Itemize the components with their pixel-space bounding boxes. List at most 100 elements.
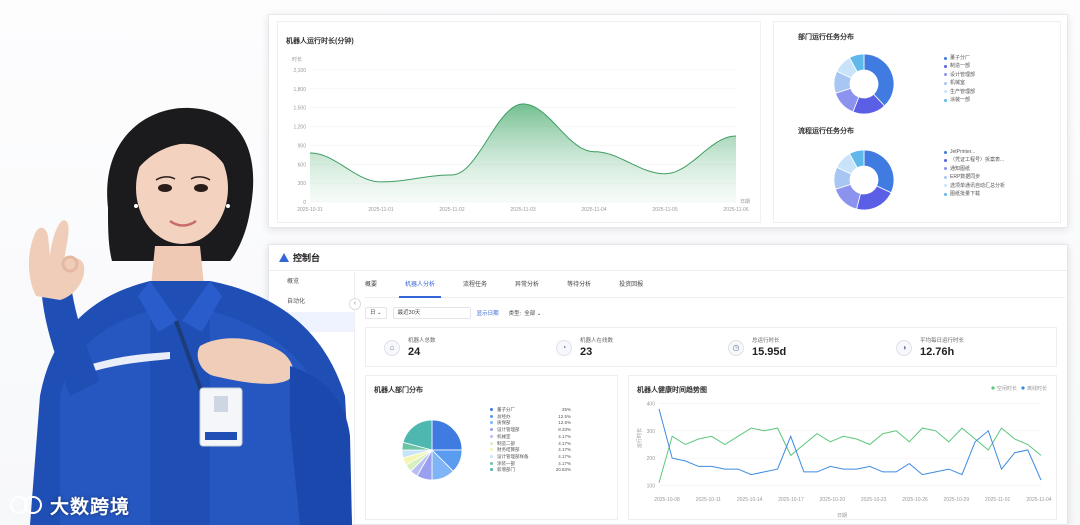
trend-x-tick: 2025-10-14 — [737, 497, 763, 503]
trend-x-unit: 日期 — [837, 513, 847, 519]
dept-pie-slice — [431, 419, 463, 451]
runtime-chart-title: 机器人运行时长(分钟) — [286, 38, 354, 45]
flow-legend-item: （凭证工程号）拆案表... — [944, 156, 1005, 164]
trend-x-tick: 2025-11-04 — [1026, 497, 1051, 503]
flow-legend-item: 选项单通讯自动汇总分析 — [944, 182, 1005, 190]
runtime-x-tick: 2025-11-05 — [652, 207, 677, 213]
show-date-link[interactable]: 显示日期 — [476, 311, 499, 317]
trend-x-tick: 2025-10-08 — [654, 497, 680, 503]
dept-legend-item: 制造一部 — [944, 62, 975, 70]
dept-dist-title: 部门运行任务分布 — [798, 34, 854, 41]
type-select[interactable]: 全部 ⌄ — [524, 311, 542, 317]
flow-donut-slice — [863, 149, 895, 194]
runtime-y-tick: 900 — [298, 143, 307, 149]
tab-exception-analysis[interactable]: 异常分析 — [515, 281, 540, 288]
dept-pie-row: 涂装一部 4.17% — [490, 461, 571, 468]
tab-robot-analysis[interactable]: 机器人分析 — [399, 272, 442, 298]
tab-summary[interactable]: 概要 — [365, 281, 378, 288]
dept-legend: 董子分厂 制造一部 设计管理部 机械室 生产管理部 涂装一部 — [944, 54, 975, 104]
runtime-x-tick: 2025-11-02 — [439, 207, 464, 213]
runtime-x-tick: 2025-11-01 — [368, 207, 393, 213]
trend-legend-label: 离线时长 — [1027, 385, 1047, 392]
sidebar-item-automation[interactable]: 自动化 — [287, 299, 306, 305]
runtime-area — [310, 103, 736, 202]
trend-x-tick: 2025-10-20 — [820, 497, 846, 503]
runtime-y-tick: 0 — [303, 200, 306, 206]
watermark-logo-icon — [10, 496, 42, 514]
dept-pie-row: 董子分厂 25% — [490, 407, 571, 414]
clock-icon: ◷ — [728, 340, 744, 356]
dept-donut-slice — [863, 53, 895, 107]
flow-legend: JetPrinter... （凭证工程号）拆案表... 通知图纸 ERP数据同步… — [944, 148, 1005, 198]
dept-legend-item: 生产管理部 — [944, 88, 975, 96]
trend-legend-dot — [991, 386, 995, 390]
timer-icon: ◑ — [896, 340, 912, 356]
unit-select[interactable]: 日 ⌄ — [365, 307, 387, 319]
trend-y-tick: 100 — [647, 484, 656, 490]
dept-pie-title: 机器人部门分布 — [374, 387, 423, 394]
runtime-area-chart: 时长 日期 2,1001,8001,5001,20090060030002025… — [292, 56, 750, 213]
runtime-x-tick: 2025-11-06 — [723, 207, 748, 213]
health-line-chart: 日期 运行时长 400 300 200 100 2025-10-08 2025-10-11… — [636, 385, 1052, 519]
dept-legend-item: 董子分厂 — [944, 54, 975, 62]
top-analytics-panel: 机器人运行时长(分钟) 时长 日期 2,100 1,800 1,500 1,200 90… — [268, 14, 1068, 228]
runtime-y-tick: 2,100 — [293, 68, 306, 74]
flow-legend-item: ERP数据同步 — [944, 173, 1005, 181]
trend-x-tick: 2025-10-29 — [944, 497, 970, 503]
filter-bar: 日 ⌄ 最近30天 显示日期 类型: 全部 ⌄ — [365, 306, 541, 320]
dashboard-title: 控制台 — [293, 253, 321, 263]
dashboard-header: 控制台 — [269, 245, 1067, 271]
trend-y-tick: 300 — [647, 429, 656, 435]
runtime-y-tick: 600 — [298, 162, 307, 168]
trend-x-tick: 2025-11-01 — [985, 497, 1010, 503]
trend-x-tick: 2025-10-17 — [778, 497, 804, 503]
dept-pie-table: 董子分厂 25% 总经办 12.5% 质保部 12.5% 设计管理部 8.33% 机械室 4.17… — [490, 407, 571, 474]
trend-x-tick: 2025-10-23 — [861, 497, 887, 503]
type-label: 类型: — [508, 311, 522, 317]
tab-roi[interactable]: 投资回报 — [619, 281, 644, 288]
dept-pie-row: 质保部 12.5% — [490, 420, 571, 427]
stat-avg-daily-runtime: ◑ 平均每日运行时长 12.76h — [886, 328, 1056, 368]
tab-flow-tasks[interactable]: 流程任务 — [463, 281, 488, 288]
date-range-select[interactable]: 最近30天 — [392, 307, 471, 319]
runtime-y-tick: 1,500 — [293, 106, 306, 112]
dept-donut-chart — [833, 53, 895, 115]
runtime-x-tick: 2025-11-03 — [510, 207, 535, 213]
runtime-x-tick: 2025-11-04 — [581, 207, 606, 213]
stat-total-runtime: ◷ 总运行时长 15.95d — [718, 328, 888, 368]
health-trend-card: 机器人健康时间趋势图 日期 运行时长 400 300 200 100 2025-10-0… — [628, 375, 1057, 520]
trend-y-tick: 400 — [647, 401, 656, 407]
trend-x-tick: 2025-10-26 — [902, 497, 928, 503]
watermark-text: 大数跨境 — [50, 497, 131, 518]
dept-pie-row: 机械室 4.17% — [490, 434, 571, 441]
flow-dist-title: 流程运行任务分布 — [798, 128, 854, 135]
flow-legend-item: 图纸批量下载 — [944, 190, 1005, 198]
app-logo-icon — [279, 253, 289, 262]
tab-wait-analysis[interactable]: 等待分析 — [567, 281, 592, 288]
flow-donut-chart — [833, 149, 895, 211]
trend-y-tick: 200 — [647, 456, 656, 462]
trend-y-unit: 运行时长 — [636, 428, 643, 448]
trend-legend-label: 空闲时长 — [997, 385, 1017, 392]
dept-pie-row: 新增部门 20.83% — [490, 467, 571, 474]
flow-legend-item: JetPrinter... — [944, 148, 1005, 156]
sidebar-collapse-button[interactable]: ‹ — [349, 298, 361, 310]
trend-legend-dot — [1021, 386, 1025, 390]
dept-legend-item: 机械室 — [944, 79, 975, 87]
dept-pie-row: 设计管理部 8.33% — [490, 427, 571, 434]
presenter-illustration — [28, 107, 352, 525]
dept-pie-row: 总经办 12.5% — [490, 414, 571, 421]
distribution-card: 部门运行任务分布 董子分厂 制造一部 设计管理部 机械室 生产管理部 涂装一部 … — [773, 21, 1061, 223]
dept-pie-row: 制造二部 4.17% — [490, 441, 571, 448]
dept-pie-row: 设计管理部样备 4.17% — [490, 454, 571, 461]
flow-legend-item: 通知图纸 — [944, 165, 1005, 173]
trend-series-line — [658, 408, 1042, 481]
dept-donut-slice — [849, 53, 865, 73]
runtime-line — [309, 103, 737, 183]
runtime-y-tick: 1,200 — [293, 125, 306, 131]
dept-pie-slice — [402, 419, 433, 451]
flow-donut-slice — [849, 149, 865, 169]
trend-title: 机器人健康时间趋势图 — [637, 387, 707, 394]
sidebar-item-overview[interactable]: 概览 — [287, 279, 300, 285]
